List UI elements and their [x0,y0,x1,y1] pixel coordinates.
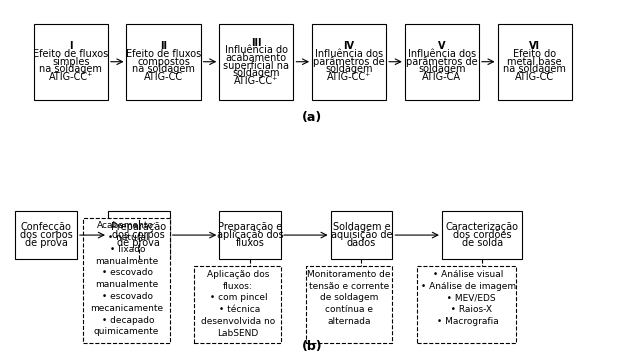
Text: ATIG-CC⁺: ATIG-CC⁺ [49,72,93,82]
Text: desenvolvida no: desenvolvida no [201,317,275,326]
FancyBboxPatch shape [219,23,293,100]
Text: • com pincel: • com pincel [207,293,268,302]
Text: acabamento: acabamento [226,53,287,63]
Text: soldagem: soldagem [233,68,280,78]
FancyBboxPatch shape [331,211,392,260]
FancyBboxPatch shape [497,23,572,100]
Text: ATIG-CA: ATIG-CA [422,72,461,82]
Text: Monitoramento de: Monitoramento de [308,270,391,279]
Text: • MEV/EDS: • MEV/EDS [438,293,495,302]
Text: aplicação dos: aplicação dos [217,230,283,240]
Text: mecanicamente: mecanicamente [90,304,163,313]
Text: Influência do: Influência do [225,45,288,55]
Text: Confecção: Confecção [21,223,72,233]
Text: compostos: compostos [137,57,190,67]
Text: Preparação e: Preparação e [218,223,282,233]
Text: simples: simples [52,57,90,67]
Text: IV: IV [344,42,354,51]
Text: Efeito de fluxos: Efeito de fluxos [126,49,201,59]
FancyBboxPatch shape [417,266,516,343]
Text: dados: dados [347,238,376,248]
Text: dos corpos: dos corpos [112,230,165,240]
Text: ATIG-CC: ATIG-CC [515,72,554,82]
Text: Preparação: Preparação [111,223,167,233]
Text: ATIG-CC: ATIG-CC [144,72,183,82]
Text: parâmetros de: parâmetros de [406,56,478,67]
Text: • escovado: • escovado [99,292,154,301]
FancyBboxPatch shape [83,218,170,343]
Text: LabSEND: LabSEND [217,329,258,338]
FancyBboxPatch shape [405,23,479,100]
Text: de prova: de prova [117,238,160,248]
Text: • Análise visual: • Análise visual [430,270,504,279]
FancyBboxPatch shape [34,23,108,100]
Text: • Macrografia: • Macrografia [434,317,499,326]
Text: ATIG-CC⁺: ATIG-CC⁺ [234,76,278,86]
FancyBboxPatch shape [442,211,522,260]
Text: de prova: de prova [24,238,67,248]
Text: fluxos:: fluxos: [223,282,253,290]
Text: tensão e corrente: tensão e corrente [309,282,389,290]
FancyBboxPatch shape [15,211,77,260]
Text: Influência dos: Influência dos [408,49,476,59]
Text: III: III [251,38,261,48]
Text: (a): (a) [302,111,322,124]
FancyBboxPatch shape [108,211,170,260]
Text: na soldagem: na soldagem [39,64,102,74]
Text: manualmente: manualmente [95,257,158,266]
Text: Influência dos: Influência dos [315,49,383,59]
Text: Acabamento:: Acabamento: [97,221,157,230]
Text: • decapado: • decapado [99,316,154,324]
Text: VI: VI [529,42,540,51]
Text: Soldagem e: Soldagem e [333,223,390,233]
Text: soldagem: soldagem [418,64,466,74]
Text: (b): (b) [301,340,323,353]
Text: contínua e: contínua e [325,305,373,314]
Text: soldagem: soldagem [325,64,373,74]
Text: dos corpos: dos corpos [20,230,72,240]
Text: Aplicação dos: Aplicação dos [207,270,269,279]
Text: fluxos: fluxos [236,238,265,248]
FancyBboxPatch shape [195,266,281,343]
Text: de soldagem: de soldagem [320,293,378,302]
Text: Efeito do: Efeito do [513,49,556,59]
Text: • Raios-X: • Raios-X [442,305,492,314]
Text: parâmetros de: parâmetros de [313,56,385,67]
Text: Efeito de fluxos: Efeito de fluxos [33,49,109,59]
Text: • Análise de imagem: • Análise de imagem [417,282,515,290]
Text: manualmente: manualmente [95,280,158,289]
Text: de solda: de solda [462,238,503,248]
Text: ATIG-CC⁺: ATIG-CC⁺ [327,72,371,82]
Text: aquisição de: aquisição de [331,230,392,240]
Text: • natural: • natural [105,233,149,242]
Text: II: II [160,42,167,51]
FancyBboxPatch shape [127,23,201,100]
Text: • lixado: • lixado [107,245,146,254]
Text: • escovado: • escovado [99,268,154,277]
FancyBboxPatch shape [306,266,392,343]
FancyBboxPatch shape [219,211,281,260]
Text: V: V [438,42,446,51]
Text: I: I [69,42,72,51]
Text: superficial na: superficial na [223,61,290,71]
Text: metal base: metal base [507,57,562,67]
FancyBboxPatch shape [312,23,386,100]
Text: quimicamente: quimicamente [94,327,159,336]
Text: Caracterização: Caracterização [446,223,519,233]
Text: na soldagem: na soldagem [132,64,195,74]
Text: dos cordões: dos cordões [453,230,511,240]
Text: • técnica: • técnica [216,305,260,314]
Text: na soldagem: na soldagem [503,64,566,74]
Text: alternada: alternada [328,317,371,326]
